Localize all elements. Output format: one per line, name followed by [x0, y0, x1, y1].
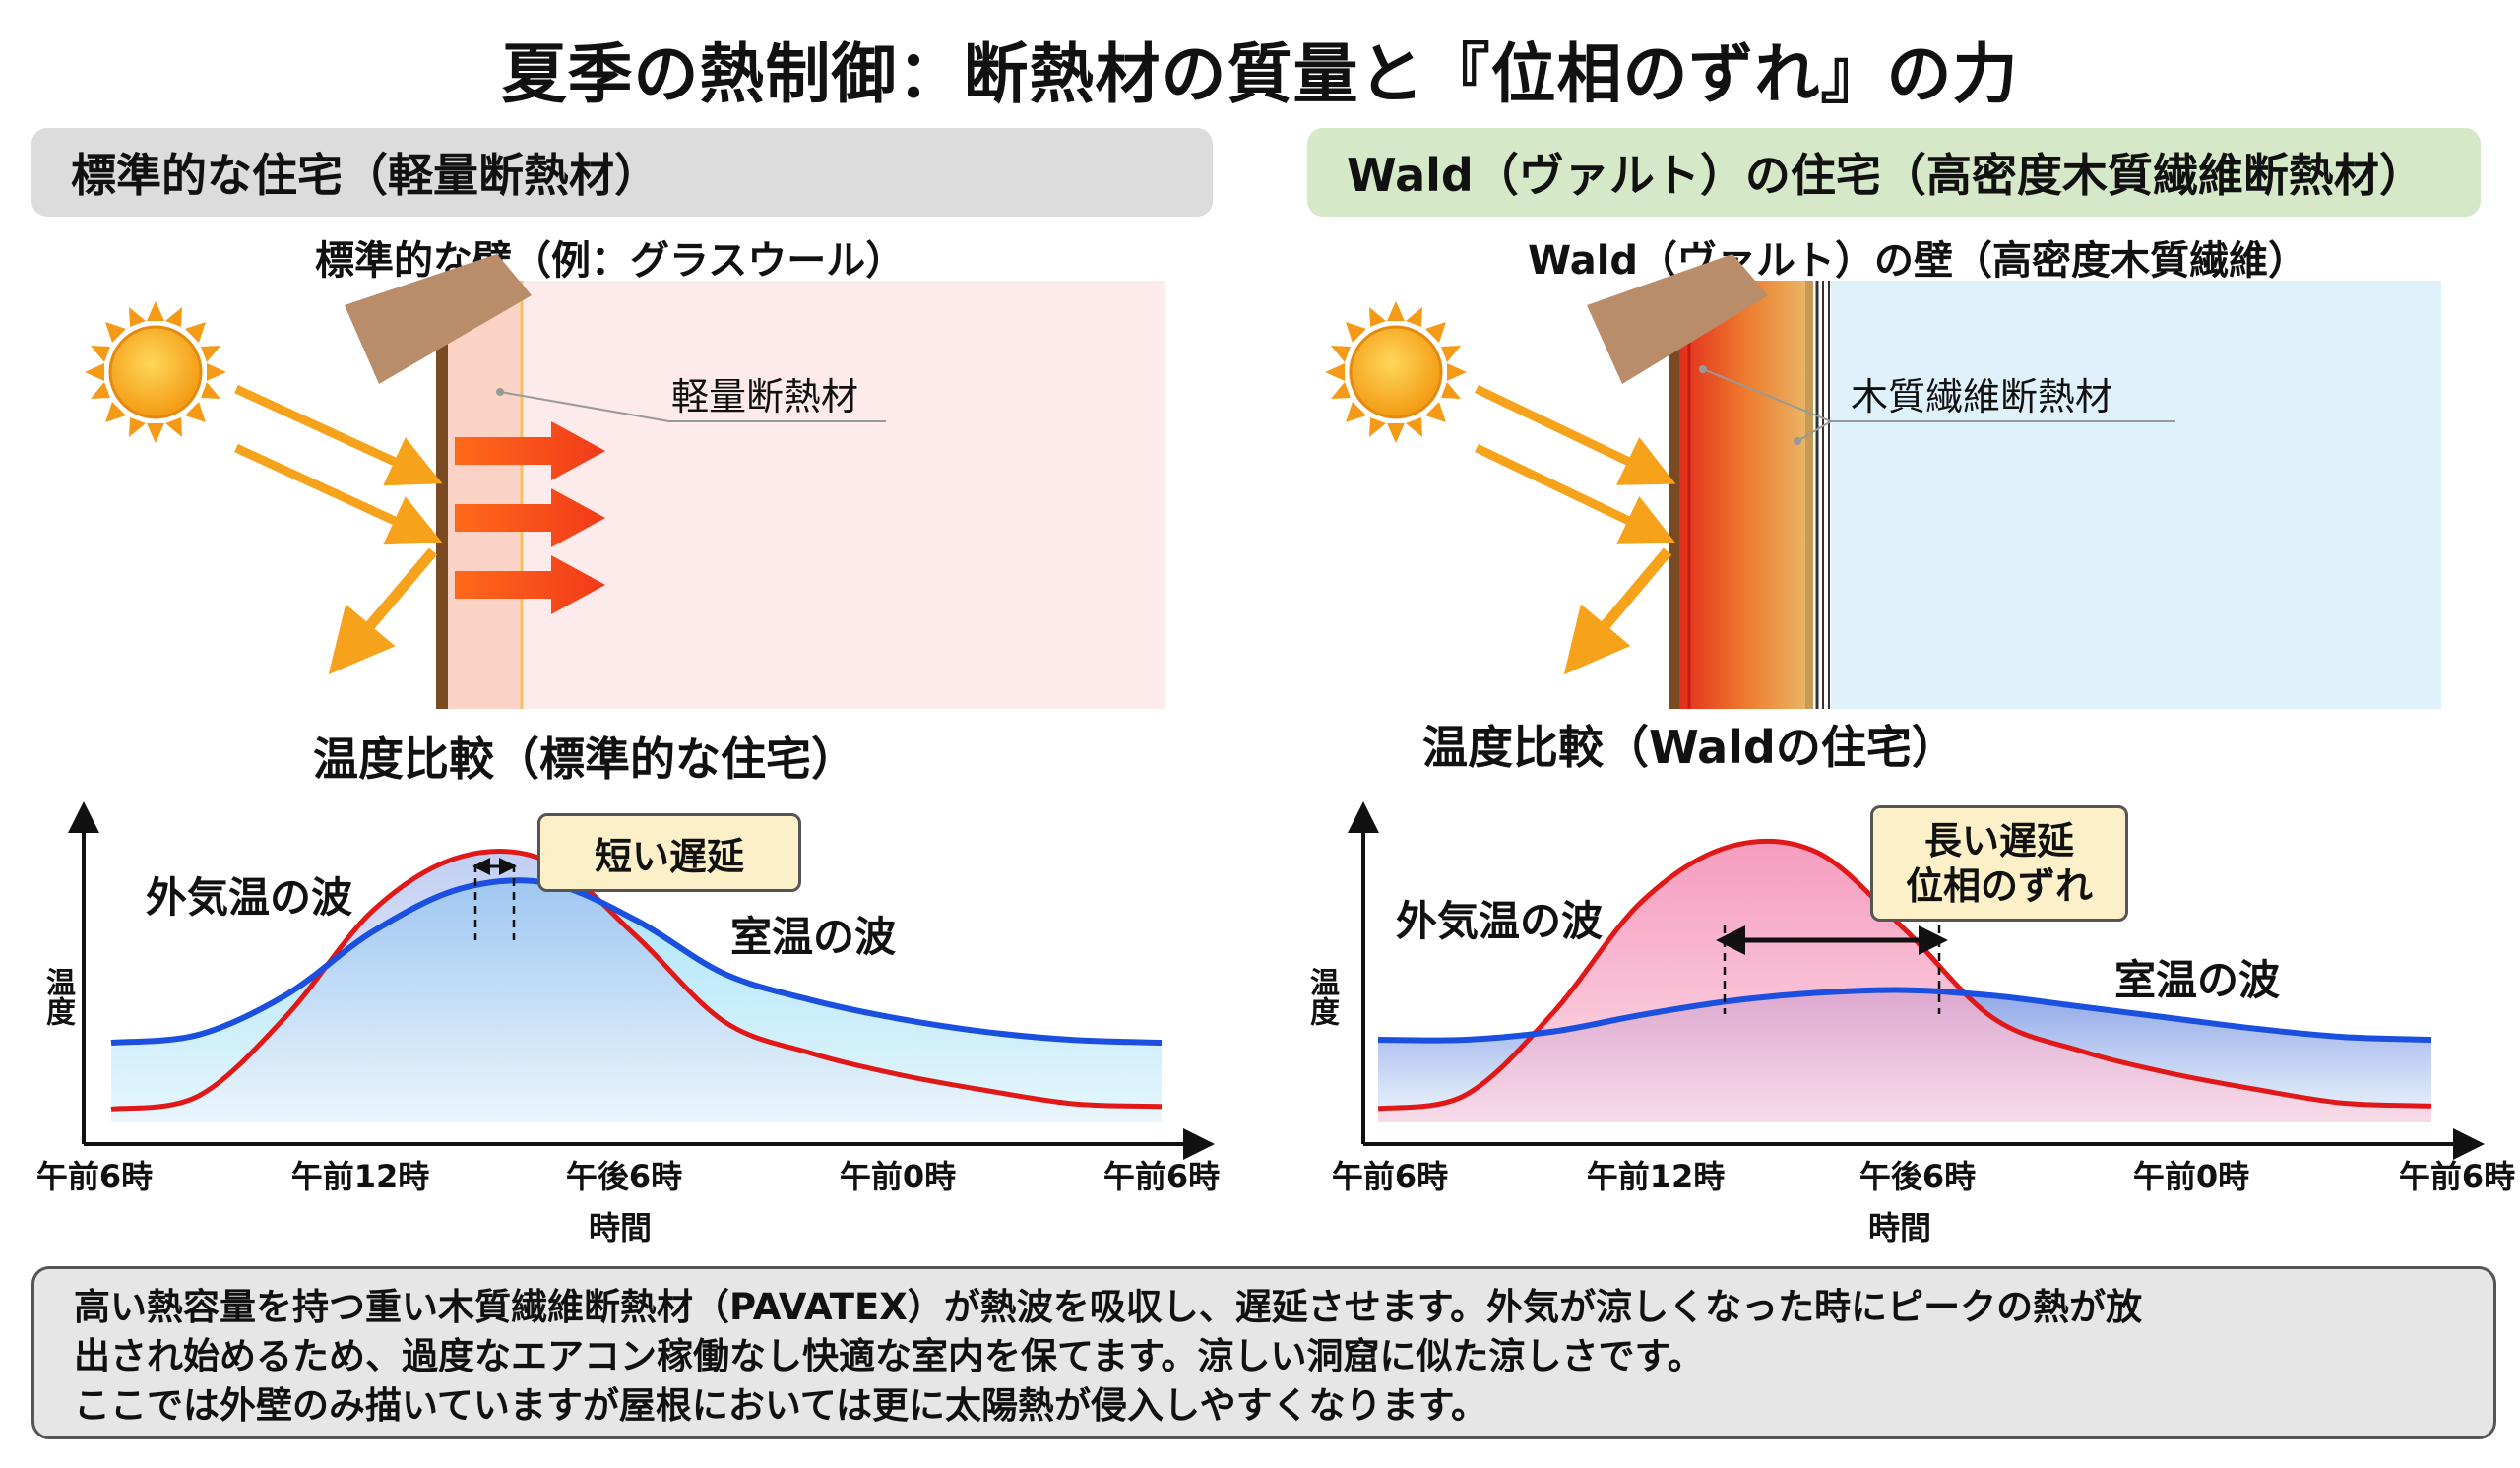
- short-delay-text: 短い遅延: [594, 834, 744, 878]
- standard-x-tick: 午後6時: [565, 1158, 683, 1195]
- heat-arrows-left: [455, 421, 605, 614]
- wald-x-tick: 午前0時: [2132, 1158, 2250, 1195]
- wald-roof: [1587, 254, 1768, 384]
- standard-indoor-line: [110, 877, 1163, 1046]
- sun-icon-right: [1325, 301, 1467, 443]
- section-header-standard: 標準的な住宅（軽量断熱材）: [32, 128, 1213, 217]
- wald-x-tick: 午前12時: [1586, 1158, 1726, 1195]
- section-header-standard-label: 標準的な住宅（軽量断熱材）: [71, 149, 660, 202]
- standard-outdoor-wave-label: 外気温の波: [146, 873, 353, 922]
- section-header-wald: Wald（ヴァルト）の住宅（高密度木質繊維断熱材）: [1307, 128, 2481, 217]
- standard-outdoor-area: [111, 851, 1162, 1122]
- standard-x-axis-label: 時間: [588, 1209, 653, 1246]
- sun-icon-left: [85, 301, 226, 443]
- wald-insulation-label: 木質繊維断熱材: [1851, 375, 2113, 418]
- wald-indoor-wave-label: 室温の波: [2114, 956, 2281, 1004]
- standard-chart-title: 温度比較（標準的な住宅）: [313, 733, 856, 786]
- standard-x-tick: 午前6時: [1102, 1158, 1221, 1195]
- wald-x-tick: 午後6時: [1858, 1158, 1977, 1195]
- standard-x-tick: 午前0時: [839, 1158, 957, 1195]
- standard-roof: [345, 254, 532, 384]
- wald-outdoor-wave-label: 外気温の波: [1396, 897, 1604, 945]
- wald-x-tick: 午前6時: [2398, 1158, 2516, 1195]
- standard-room: [448, 281, 1165, 709]
- phase-shift-text: 位相のずれ: [1905, 864, 2093, 908]
- wald-outdoor-area: [1378, 841, 2431, 1122]
- standard-indoor-wave-label: 室温の波: [730, 913, 897, 961]
- note-line: 高い熱容量を持つ重い木質繊維断熱材（PAVATEX）が熱波を吸収し、遅延させます…: [74, 1286, 2143, 1328]
- standard-x-tick: 午前6時: [35, 1158, 154, 1195]
- wald-x-axis-label: 時間: [1867, 1209, 1932, 1246]
- standard-insulation-label: 軽量断熱材: [671, 375, 859, 418]
- section-header-wald-label: Wald（ヴァルト）の住宅（高密度木質繊維断熱材）: [1347, 149, 2425, 202]
- explanation-note: 高い熱容量を持つ重い木質繊維断熱材（PAVATEX）が熱波を吸収し、遅延させます…: [32, 1266, 2496, 1439]
- wald-chart-title: 温度比較（Waldの住宅）: [1422, 721, 1957, 774]
- wald-y-axis-label: 温度: [1304, 967, 1339, 1026]
- wald-insulation: [1677, 281, 1805, 709]
- wald-indoor-line: [1377, 987, 2432, 1044]
- wald-x-tick: 午前6時: [1331, 1158, 1449, 1195]
- standard-outdoor-line: [110, 849, 1163, 1112]
- long-delay-callout: 長い遅延 位相のずれ: [1870, 805, 2128, 922]
- standard-wall-title: 標準的な壁（例：グラスウール）: [315, 238, 906, 284]
- page-title: 夏季の熱制御：断熱材の質量と『位相のずれ』の力: [501, 36, 2019, 112]
- standard-insulation: [448, 281, 522, 709]
- wald-room: [1831, 281, 2441, 709]
- standard-x-tick: 午前12時: [290, 1158, 430, 1195]
- note-line: 出され始めるため、過度なエアコン稼働なし快適な室内を保てます。涼しい洞窟に似た涼…: [74, 1335, 1704, 1377]
- standard-y-axis-label: 温度: [40, 967, 75, 1026]
- short-delay-callout: 短い遅延: [537, 813, 801, 892]
- long-delay-text: 長い遅延: [1923, 819, 2074, 862]
- note-line: ここでは外壁のみ描いていますが屋根においては更に太陽熱が侵入しやすくなります。: [74, 1384, 1487, 1427]
- wald-wall-title: Wald（ヴァルト）の壁（高密度木質繊維）: [1528, 238, 2308, 284]
